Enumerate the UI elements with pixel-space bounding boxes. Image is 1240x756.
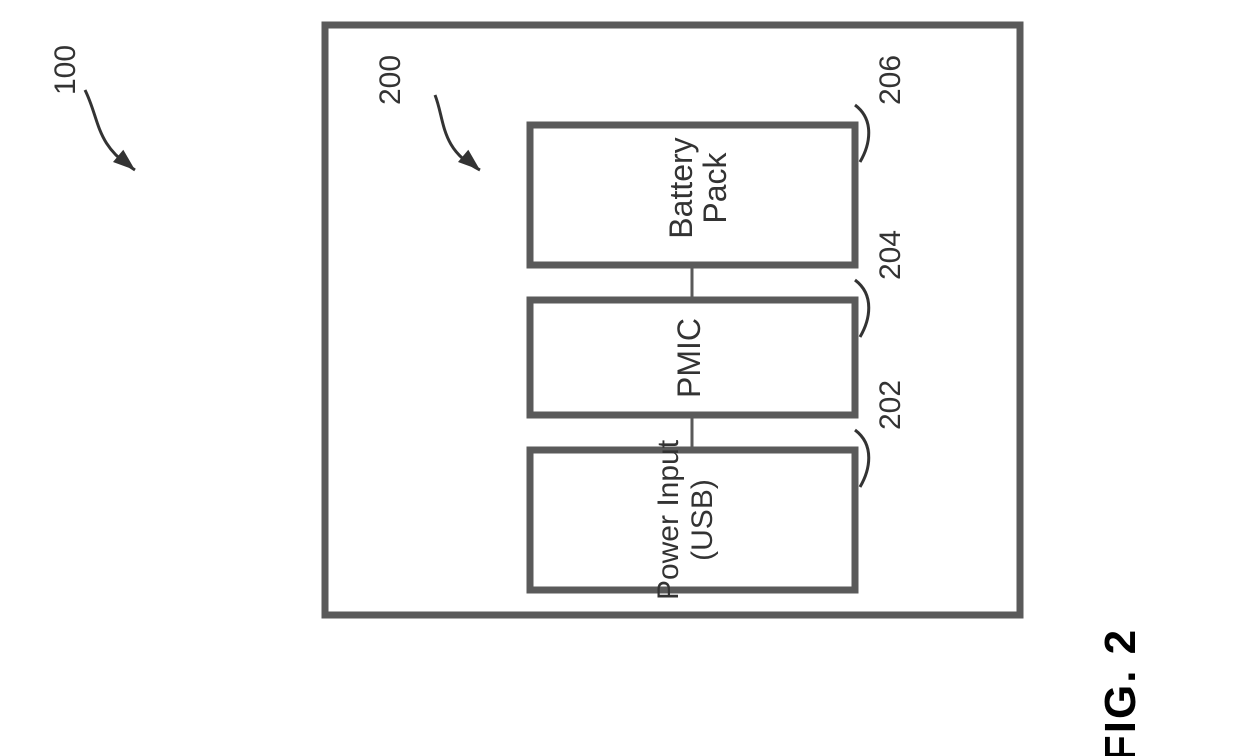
block-battery-label-line1: Battery [663, 137, 699, 238]
pointer-100-label: 100 [49, 45, 82, 95]
block-power-input: Power Input (USB) [530, 439, 855, 600]
block-pwrin-label-line1: Power Input [652, 439, 685, 600]
pointer-200: 200 [374, 55, 485, 176]
block-pmic: PMIC [530, 300, 855, 415]
ref-206-label: 206 [874, 55, 907, 105]
ref-202: 202 [855, 380, 907, 487]
ref-204-label: 204 [874, 230, 907, 280]
block-battery-label-line2: Pack [697, 151, 733, 223]
pointer-200-label: 200 [374, 55, 407, 105]
ref-206: 206 [855, 55, 907, 162]
diagram-canvas: Battery Pack PMIC Power Input (USB) 206 … [0, 0, 1240, 756]
block-battery: Battery Pack [530, 125, 855, 265]
ref-204: 204 [855, 230, 907, 337]
block-pwrin-label-line2: (USB) [686, 479, 719, 561]
figure-caption: FIG. 2 [1096, 628, 1145, 756]
block-pmic-label: PMIC [671, 318, 707, 398]
pointer-100: 100 [49, 45, 140, 176]
ref-202-label: 202 [874, 380, 907, 430]
